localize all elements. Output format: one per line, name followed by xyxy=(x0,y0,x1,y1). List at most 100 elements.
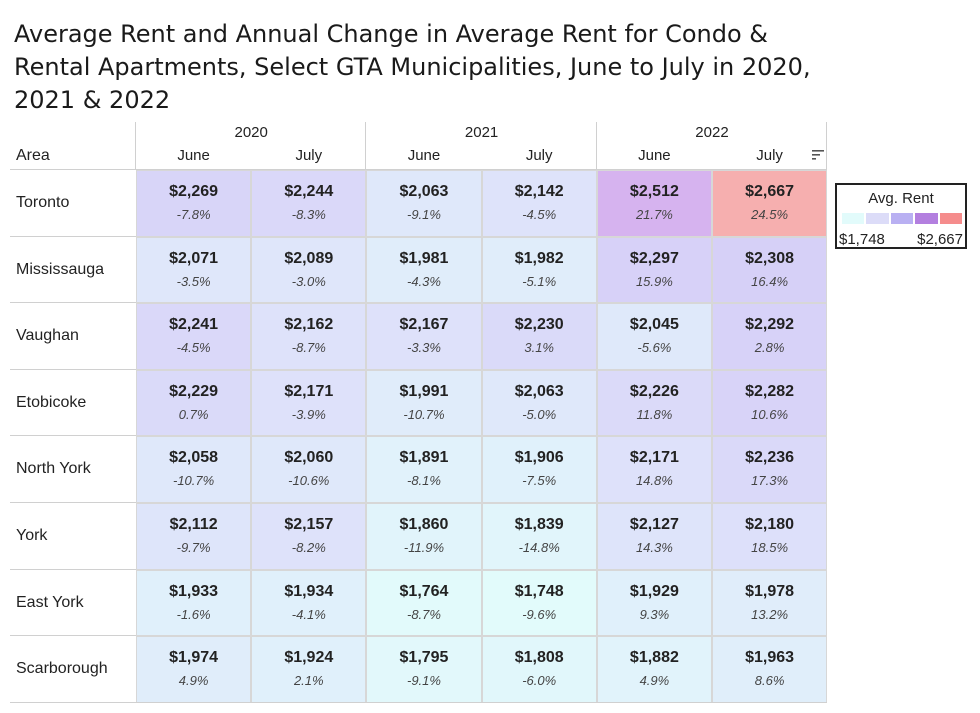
heatmap-cell[interactable]: $2,236 17.3% xyxy=(712,436,828,503)
heatmap-cell[interactable]: $1,933 -1.6% xyxy=(136,569,252,637)
heatmap-cell[interactable]: $2,127 14.3% xyxy=(596,503,712,570)
heatmap-cell[interactable]: $2,308 16.4% xyxy=(712,236,828,304)
heatmap-cell[interactable]: $2,230 3.1% xyxy=(481,303,597,370)
heatmap-cell[interactable]: $1,981 -4.3% xyxy=(366,236,482,304)
heatmap-cell[interactable]: $2,112 -9.7% xyxy=(136,503,252,570)
row-divider xyxy=(10,302,136,304)
cell-rent-value: $1,764 xyxy=(399,582,449,600)
heatmap-cell[interactable]: $2,180 18.5% xyxy=(712,503,828,570)
heatmap-cell[interactable]: $2,063 -5.0% xyxy=(481,369,597,437)
cell-annual-change: 2.1% xyxy=(293,673,324,689)
heatmap-cell[interactable]: $2,071 -3.5% xyxy=(136,236,252,304)
cell-rent-value: $1,981 xyxy=(399,249,449,267)
cell-annual-change: 4.9% xyxy=(639,673,670,689)
column-divider xyxy=(135,122,136,170)
row-label-vaughan: Vaughan xyxy=(16,327,79,345)
heatmap-cell[interactable]: $2,297 15.9% xyxy=(596,236,712,304)
cell-rent-value: $2,297 xyxy=(629,249,679,267)
cell-rent-value: $2,667 xyxy=(745,183,795,200)
heatmap-cell[interactable]: $2,089 -3.0% xyxy=(251,236,367,304)
heatmap-cell[interactable]: $2,282 10.6% xyxy=(712,369,828,437)
heatmap-cell[interactable]: $1,906 -7.5% xyxy=(481,436,597,503)
heatmap-cell[interactable]: $1,748 -9.6% xyxy=(481,569,597,637)
sort-icon[interactable] xyxy=(812,150,824,160)
heatmap-cell[interactable]: $2,229 0.7% xyxy=(136,369,252,437)
heatmap-cell[interactable]: $2,512 21.7% xyxy=(596,170,712,237)
cell-annual-change: 8.6% xyxy=(754,673,785,689)
month-header: June xyxy=(638,147,671,164)
cell-rent-value: $2,292 xyxy=(745,316,795,334)
cell-annual-change: -9.7% xyxy=(176,540,211,555)
heatmap-cell[interactable]: $2,244 -8.3% xyxy=(251,170,367,237)
cell-annual-change: 21.7% xyxy=(635,207,673,222)
heatmap-cell[interactable]: $2,269 -7.8% xyxy=(136,170,252,237)
heatmap-cell[interactable]: $1,795 -9.1% xyxy=(366,636,482,703)
heatmap-cell[interactable]: $1,839 -14.8% xyxy=(481,503,597,570)
heatmap-cell[interactable]: $1,808 -6.0% xyxy=(481,636,597,703)
month-header: June xyxy=(177,147,210,164)
cell-annual-change: -8.3% xyxy=(291,207,326,222)
cell-rent-value: $2,282 xyxy=(745,382,795,400)
cell-rent-value: $2,171 xyxy=(284,382,334,400)
heatmap-cell[interactable]: $2,292 2.8% xyxy=(712,303,828,370)
row-divider xyxy=(10,235,136,237)
heatmap-cell[interactable]: $1,891 -8.1% xyxy=(366,436,482,503)
row-label-scarborough: Scarborough xyxy=(16,660,108,678)
heatmap-cell[interactable]: $2,167 -3.3% xyxy=(366,303,482,370)
heatmap-cell[interactable]: $2,157 -8.2% xyxy=(251,503,367,570)
heatmap-cell[interactable]: $1,764 -8.7% xyxy=(366,569,482,637)
heatmap-cell[interactable]: $2,162 -8.7% xyxy=(251,303,367,370)
row-divider xyxy=(10,502,136,503)
cell-annual-change: -10.7% xyxy=(172,473,215,489)
heatmap-cell[interactable]: $2,045 -5.6% xyxy=(596,303,712,370)
heatmap-cell[interactable]: $1,974 4.9% xyxy=(136,636,252,703)
heatmap-cell[interactable]: $1,860 -11.9% xyxy=(366,503,482,570)
heatmap-cell[interactable]: $2,063 -9.1% xyxy=(366,170,482,237)
cell-rent-value: $2,236 xyxy=(745,449,795,467)
cell-rent-value: $1,839 xyxy=(514,516,564,533)
heatmap-cell[interactable]: $2,171 -3.9% xyxy=(251,369,367,437)
heatmap-cell[interactable]: $2,142 -4.5% xyxy=(481,170,597,237)
cell-annual-change: 11.8% xyxy=(636,406,673,422)
heatmap-cell[interactable]: $1,982 -5.1% xyxy=(481,236,597,304)
chart-title: Average Rent and Annual Change in Averag… xyxy=(14,20,811,114)
heatmap-cell[interactable]: $1,963 8.6% xyxy=(712,636,828,703)
cell-annual-change: 15.9% xyxy=(635,273,673,289)
heatmap-cell[interactable]: $2,058 -10.7% xyxy=(136,436,252,503)
row-label-east-york: East York xyxy=(16,593,84,611)
cell-rent-value: $1,933 xyxy=(169,582,219,600)
heatmap-cell[interactable]: $1,924 2.1% xyxy=(251,636,367,703)
heatmap-cell[interactable]: $2,226 11.8% xyxy=(596,369,712,437)
legend-color-swatch xyxy=(841,212,866,225)
legend-color-swatch xyxy=(865,212,890,225)
cell-annual-change: -5.1% xyxy=(522,273,557,289)
legend-color-swatch xyxy=(889,212,915,225)
heatmap-cell[interactable]: $2,060 -10.6% xyxy=(251,436,367,503)
legend-color-ramp xyxy=(841,212,964,225)
heatmap-cell[interactable]: $1,978 13.2% xyxy=(712,569,828,637)
heatmap-cell[interactable]: $2,241 -4.5% xyxy=(136,303,252,370)
heatmap-cell[interactable]: $1,934 -4.1% xyxy=(251,569,367,637)
cell-annual-change: 0.7% xyxy=(178,406,209,422)
cell-annual-change: 3.1% xyxy=(524,340,554,356)
cell-annual-change: -9.1% xyxy=(407,673,441,689)
cell-rent-value: $2,071 xyxy=(169,249,219,267)
cell-annual-change: -8.1% xyxy=(407,473,441,489)
cell-rent-value: $2,226 xyxy=(629,382,679,400)
cell-annual-change: 24.5% xyxy=(751,207,789,222)
legend-color-swatch xyxy=(914,212,939,225)
cell-annual-change: 14.3% xyxy=(635,540,673,555)
row-divider xyxy=(10,568,136,570)
cell-rent-value: $2,230 xyxy=(514,316,564,334)
cell-annual-change: 13.2% xyxy=(751,606,789,622)
heatmap-cell[interactable]: $2,171 14.8% xyxy=(596,436,712,503)
cell-rent-value: $2,127 xyxy=(629,516,679,533)
cell-annual-change: -8.7% xyxy=(407,606,441,622)
year-header: 2020 xyxy=(234,124,268,141)
table-bottom-border xyxy=(10,701,828,703)
heatmap-cell[interactable]: $1,991 -10.7% xyxy=(366,369,482,437)
heatmap-cell[interactable]: $1,882 4.9% xyxy=(596,636,712,703)
color-legend: Avg. Rent $1,748 $2,667 xyxy=(835,183,967,249)
heatmap-cell[interactable]: $2,667 24.5% xyxy=(712,170,828,237)
heatmap-cell[interactable]: $1,929 9.3% xyxy=(596,569,712,637)
